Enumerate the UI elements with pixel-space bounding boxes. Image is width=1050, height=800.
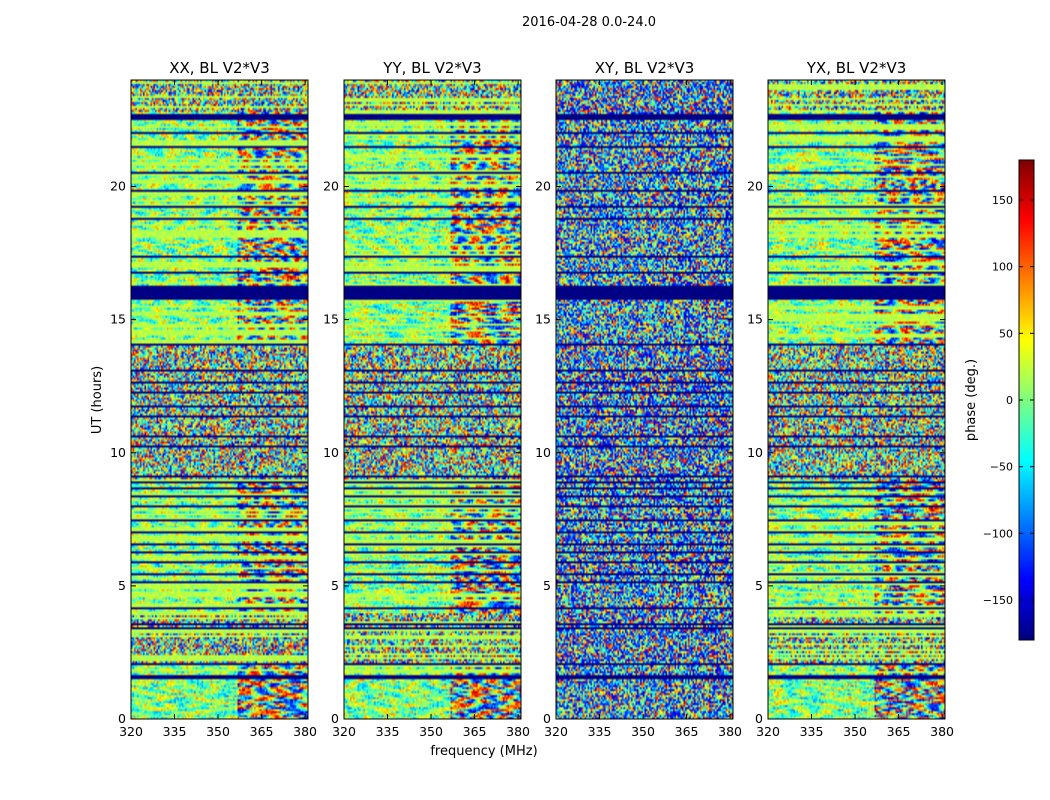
y-tick-label: 0 xyxy=(331,711,339,726)
y-tick-label: 15 xyxy=(110,312,126,327)
panel-title: YX, BL V2*V3 xyxy=(806,59,907,77)
heatmap-image xyxy=(768,80,945,719)
colorbar-tick-label: −100 xyxy=(983,527,1013,540)
y-tick-label: 20 xyxy=(110,179,126,194)
y-tick-label: 5 xyxy=(331,578,339,593)
y-tick-label: 0 xyxy=(543,711,551,726)
axes-frame xyxy=(130,79,309,720)
x-tick-label: 350 xyxy=(419,724,443,739)
x-tick-label: 380 xyxy=(506,724,530,739)
y-tick-label: 20 xyxy=(323,179,339,194)
y-axis-label: UT (hours) xyxy=(90,366,105,434)
heatmap-image xyxy=(344,80,521,719)
x-tick-label: 365 xyxy=(463,724,487,739)
axes-frame xyxy=(555,79,734,720)
heatmap-image xyxy=(131,80,308,719)
x-tick-label: 365 xyxy=(675,724,699,739)
panel-title: XY, BL V2*V3 xyxy=(595,59,695,77)
heatmap-image xyxy=(556,80,733,719)
x-tick-label: 380 xyxy=(930,724,954,739)
y-tick-label: 10 xyxy=(110,445,126,460)
y-tick-label: 20 xyxy=(535,179,551,194)
x-tick-label: 350 xyxy=(631,724,655,739)
y-tick-label: 15 xyxy=(323,312,339,327)
y-tick-label: 10 xyxy=(747,445,763,460)
y-tick-label: 5 xyxy=(118,578,126,593)
colorbar-label: phase (deg.) xyxy=(964,359,979,441)
figure-suptitle: 2016-04-28 0.0-24.0 xyxy=(522,15,656,30)
x-tick-label: 335 xyxy=(376,724,400,739)
panel-title: XX, BL V2*V3 xyxy=(169,59,270,77)
colorbar: −150 −100 −50 0 50 100 150 xyxy=(983,159,1035,641)
colorbar-tick-label: 150 xyxy=(992,194,1013,207)
x-tick-label: 320 xyxy=(756,724,780,739)
colorbar-tick-label: 0 xyxy=(1006,394,1013,407)
y-tick-label: 20 xyxy=(747,179,763,194)
x-tick-label: 320 xyxy=(119,724,143,739)
y-tick-label: 5 xyxy=(543,578,551,593)
x-tick-label: 365 xyxy=(250,724,274,739)
y-tick-label: 0 xyxy=(118,711,126,726)
x-tick-label: 335 xyxy=(163,724,187,739)
x-tick-label: 350 xyxy=(206,724,230,739)
y-tick-label: 10 xyxy=(535,445,551,460)
panel-xx: XX, BL V2*V3 320 335 350 365 380 0 5 10 15 20 xyxy=(110,59,317,739)
y-tick-label: 15 xyxy=(747,312,763,327)
colorbar-tick-label: −50 xyxy=(990,461,1013,474)
panel-title: YY, BL V2*V3 xyxy=(382,59,481,77)
panel-yx: YX, BL V2*V3 320 335 350 365 380 0 5 10 15 20 xyxy=(747,59,954,739)
colorbar-tick-label: 50 xyxy=(999,327,1013,340)
x-tick-label: 380 xyxy=(293,724,317,739)
y-tick-label: 15 xyxy=(535,312,551,327)
x-tick-label: 320 xyxy=(332,724,356,739)
y-tick-label: 10 xyxy=(323,445,339,460)
x-tick-label: 380 xyxy=(718,724,742,739)
y-tick-label: 5 xyxy=(755,578,763,593)
x-axis-label: frequency (MHz) xyxy=(430,744,537,759)
panel-xy: XY, BL V2*V3 320 335 350 365 380 0 5 10 15 20 xyxy=(535,59,742,739)
colorbar-tick-label: 100 xyxy=(992,261,1013,274)
axes-frame xyxy=(767,79,946,720)
x-tick-label: 365 xyxy=(887,724,911,739)
colorbar-tick-label: −150 xyxy=(983,594,1013,607)
x-tick-label: 335 xyxy=(800,724,824,739)
panel-yy: YY, BL V2*V3 320 335 350 365 380 0 5 10 15 20 xyxy=(323,59,530,739)
axes-frame xyxy=(343,79,522,720)
x-tick-label: 350 xyxy=(843,724,867,739)
y-tick-label: 0 xyxy=(755,711,763,726)
x-tick-label: 335 xyxy=(588,724,612,739)
x-tick-label: 320 xyxy=(544,724,568,739)
